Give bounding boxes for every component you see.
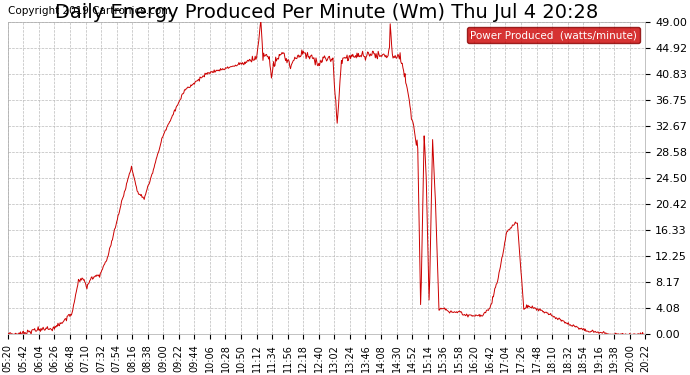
Title: Daily Energy Produced Per Minute (Wm) Thu Jul 4 20:28: Daily Energy Produced Per Minute (Wm) Th… (55, 3, 598, 22)
Text: Copyright 2019 Cartronics.com: Copyright 2019 Cartronics.com (8, 6, 171, 16)
Legend: Power Produced  (watts/minute): Power Produced (watts/minute) (467, 27, 640, 44)
